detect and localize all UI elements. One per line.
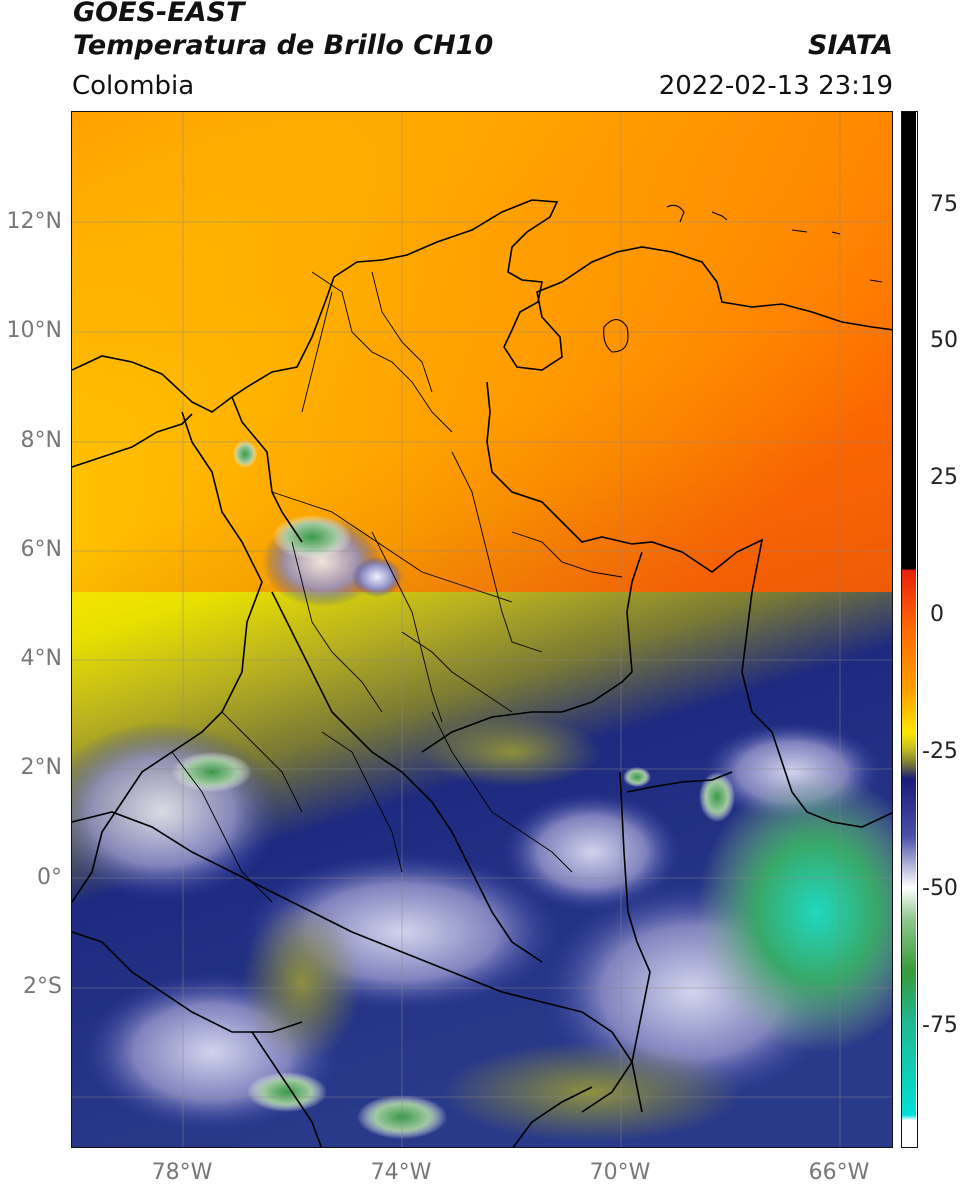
satellite-map — [71, 111, 893, 1148]
lat-label-2s: 2°S — [23, 974, 62, 999]
lat-label-0: 0° — [37, 865, 62, 890]
colorbar-tick-25: 25 — [930, 465, 958, 490]
title-line1: GOES-EAST — [73, 0, 245, 28]
agency-label: SIATA — [807, 30, 893, 61]
colorbar-tick-neg25: -25 — [922, 739, 958, 764]
colorbar-tick-neg75: -75 — [922, 1013, 958, 1038]
lat-label-8n: 8°N — [20, 428, 62, 453]
timestamp: 2022-02-13 23:19 — [658, 71, 893, 101]
lat-label-10n: 10°N — [6, 318, 62, 343]
colorbar-tick-neg50: -50 — [922, 876, 958, 901]
region-label: Colombia — [72, 71, 195, 101]
colorbar-tick-0: 0 — [930, 602, 944, 627]
colorbar-tick-75: 75 — [930, 192, 958, 217]
lon-label-78w: 78°W — [151, 1160, 213, 1185]
colorbar-tick-50: 50 — [930, 328, 958, 353]
colorbar-gradient — [902, 112, 916, 1146]
colorbar — [901, 111, 918, 1148]
lat-label-2n: 2°N — [20, 755, 62, 780]
title-line2: Temperatura de Brillo CH10 — [73, 30, 494, 61]
lon-label-70w: 70°W — [589, 1160, 651, 1185]
lon-label-66w: 66°W — [808, 1160, 870, 1185]
lon-label-74w: 74°W — [370, 1160, 432, 1185]
lat-label-12n: 12°N — [6, 209, 62, 234]
lat-label-4n: 4°N — [20, 646, 62, 671]
lat-label-6n: 6°N — [20, 537, 62, 562]
satellite-map-image — [72, 112, 892, 1147]
